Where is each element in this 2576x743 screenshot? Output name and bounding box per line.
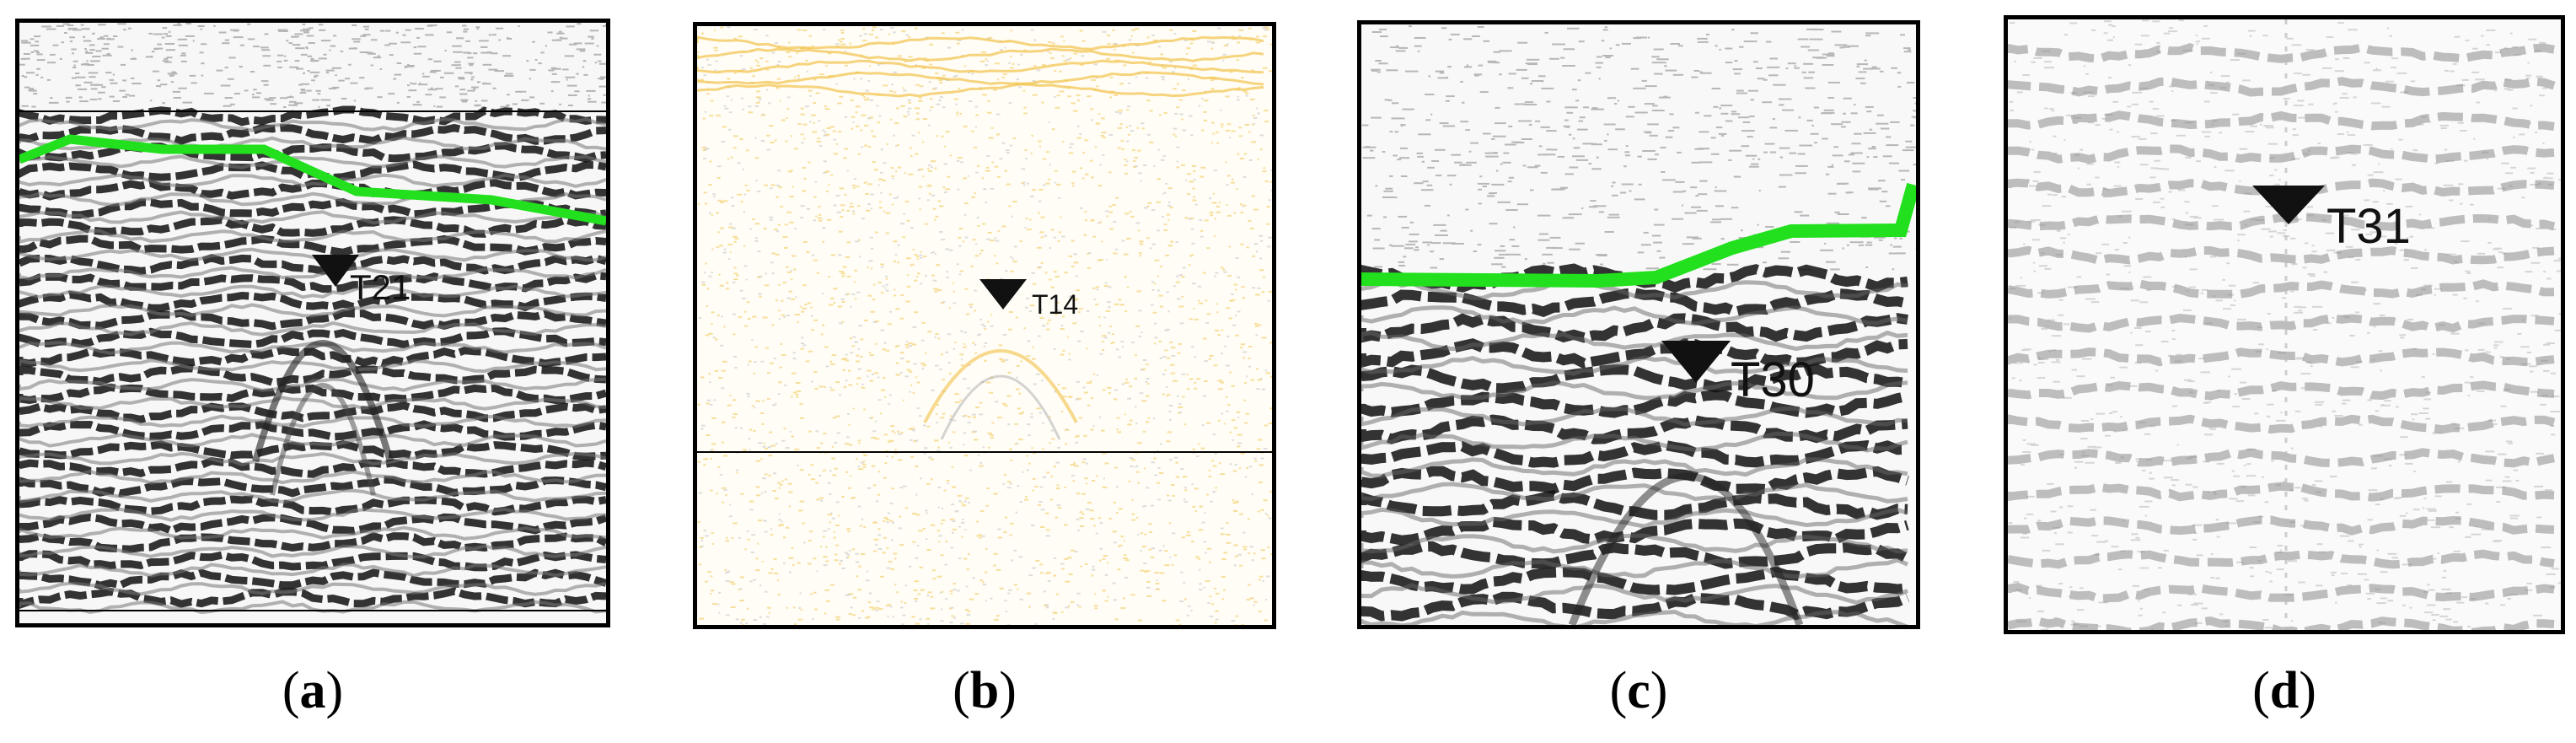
panel-c: T30 bbox=[1357, 20, 1920, 629]
down-triangle-marker-icon bbox=[1661, 341, 1731, 383]
caption-a: (a) bbox=[282, 662, 344, 719]
gpr-profile-image-b bbox=[697, 26, 1272, 625]
marker-label-d: T31 bbox=[2326, 199, 2411, 254]
panel-a: T21 bbox=[15, 19, 610, 627]
down-triangle-marker-icon bbox=[2252, 186, 2325, 224]
caption-b: (b) bbox=[953, 662, 1017, 719]
gpr-profile-image-a bbox=[19, 23, 606, 623]
gpr-profile-image-d bbox=[2008, 19, 2561, 630]
marker-label-c: T30 bbox=[1731, 353, 1815, 407]
panel-b: T14 bbox=[693, 22, 1276, 629]
caption-c: (c) bbox=[1609, 662, 1668, 719]
marker-label-a: T21 bbox=[350, 267, 411, 307]
gpr-profile-image-c bbox=[1361, 24, 1916, 625]
down-triangle-marker-icon bbox=[979, 279, 1027, 310]
marker-label-b: T14 bbox=[1032, 289, 1079, 320]
caption-d: (d) bbox=[2252, 662, 2316, 719]
panel-d: T31 bbox=[2004, 15, 2565, 634]
down-triangle-marker-icon bbox=[312, 255, 359, 287]
